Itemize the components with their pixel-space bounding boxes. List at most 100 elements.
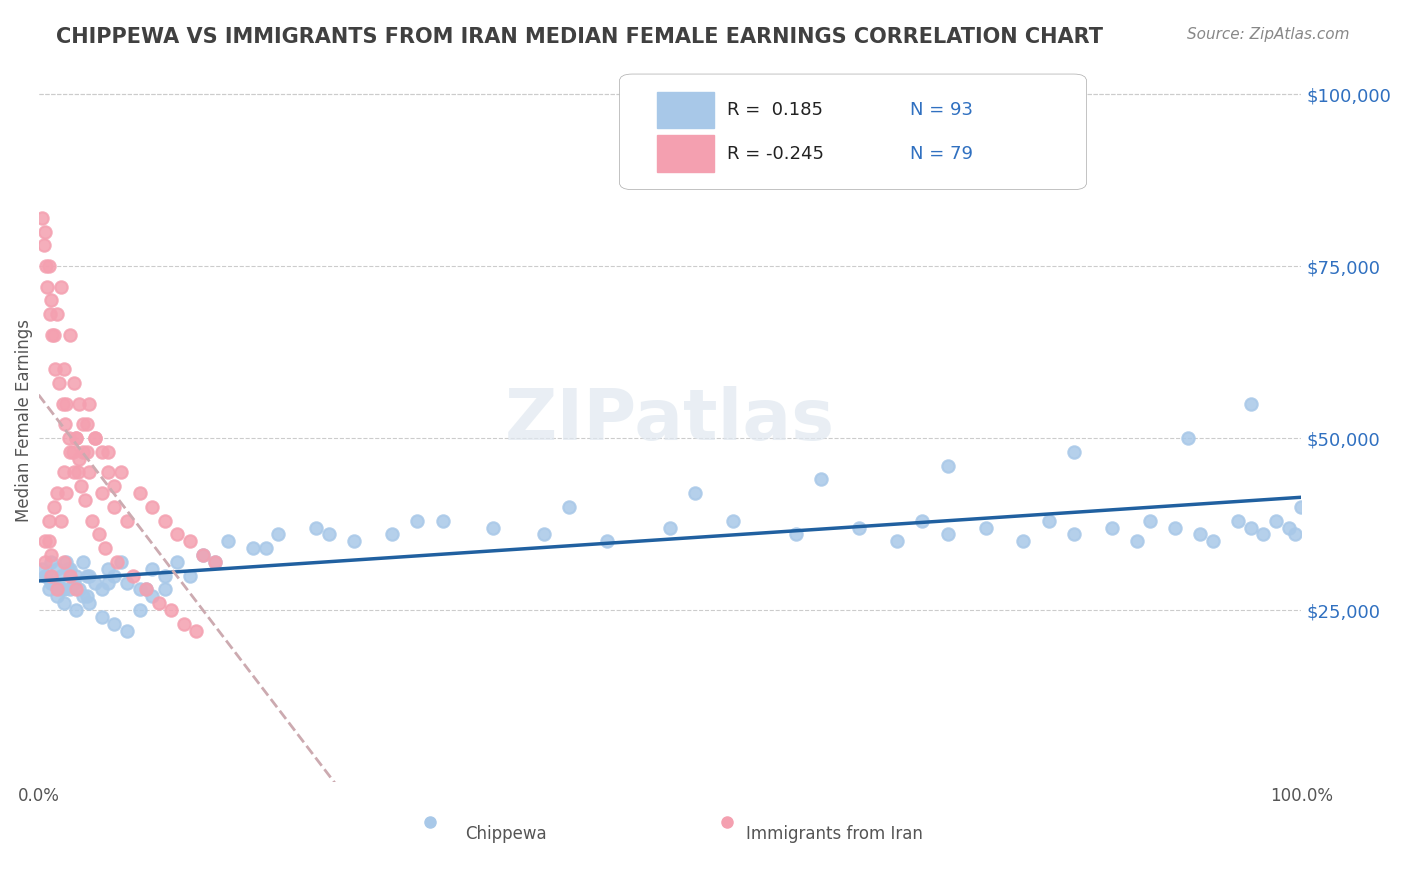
Point [65, 431, 87, 445]
Point [721, 514, 744, 528]
Point [1164, 520, 1187, 534]
Point [72, 555, 94, 569]
Point [1063, 527, 1085, 541]
Point [41, 575, 63, 590]
Point [886, 534, 908, 549]
Point [179, 534, 201, 549]
Point [84, 575, 107, 590]
Point [141, 562, 163, 576]
Point [35, 568, 58, 582]
Point [70, 479, 93, 493]
Point [179, 568, 201, 582]
Point [596, 534, 619, 549]
Point [65, 431, 87, 445]
Point [65, 568, 87, 582]
Point [166, 555, 188, 569]
Point [59, 582, 82, 597]
Point [204, 555, 226, 569]
Point [84, 431, 107, 445]
Point [110, 555, 132, 569]
Point [55, 486, 77, 500]
Point [48, 376, 70, 390]
Point [785, 527, 807, 541]
Point [381, 527, 404, 541]
Point [103, 479, 125, 493]
Point [115, 575, 138, 590]
Point [34, 225, 56, 239]
Text: R = -0.245: R = -0.245 [727, 145, 824, 162]
FancyBboxPatch shape [657, 136, 714, 171]
Point [97, 575, 120, 590]
Point [911, 514, 934, 528]
Point [55, 555, 77, 569]
Point [110, 466, 132, 480]
Point [141, 500, 163, 514]
Point [67, 397, 90, 411]
Point [38, 534, 60, 549]
Point [39, 548, 62, 562]
Point [72, 417, 94, 432]
Text: CHIPPEWA VS IMMIGRANTS FROM IRAN MEDIAN FEMALE EARNINGS CORRELATION CHART: CHIPPEWA VS IMMIGRANTS FROM IRAN MEDIAN … [56, 27, 1104, 46]
Point [31, 211, 53, 225]
Point [166, 527, 188, 541]
Point [558, 500, 581, 514]
Text: Immigrants from Iran: Immigrants from Iran [745, 825, 922, 844]
Point [191, 548, 214, 562]
Point [52, 596, 75, 610]
Point [153, 514, 176, 528]
Point [63, 466, 86, 480]
Point [148, 596, 170, 610]
Point [135, 582, 157, 597]
Point [84, 431, 107, 445]
Point [1227, 514, 1250, 528]
Point [34, 555, 56, 569]
Point [67, 451, 90, 466]
Point [432, 514, 454, 528]
Text: Chippewa: Chippewa [465, 825, 547, 844]
Point [38, 259, 60, 273]
Point [52, 555, 75, 569]
Text: N = 93: N = 93 [910, 101, 973, 120]
Point [59, 568, 82, 582]
Point [1101, 520, 1123, 534]
Y-axis label: Median Female Earnings: Median Female Earnings [15, 319, 32, 523]
Text: N = 79: N = 79 [910, 145, 973, 162]
Point [103, 568, 125, 582]
Point [38, 582, 60, 597]
Point [65, 603, 87, 617]
Text: Source: ZipAtlas.com: Source: ZipAtlas.com [1187, 27, 1350, 42]
Point [242, 541, 264, 556]
Point [59, 445, 82, 459]
Point [38, 514, 60, 528]
Point [52, 582, 75, 597]
Point [34, 534, 56, 549]
Point [135, 582, 157, 597]
Point [97, 562, 120, 576]
Point [51, 397, 73, 411]
Point [39, 555, 62, 569]
Point [75, 493, 97, 508]
Point [974, 520, 997, 534]
Point [56, 562, 79, 576]
Point [31, 562, 53, 576]
Point [80, 514, 103, 528]
Point [46, 590, 69, 604]
Point [53, 417, 76, 432]
Point [1253, 527, 1275, 541]
Point [936, 458, 959, 473]
Text: R =  0.185: R = 0.185 [727, 101, 823, 120]
Point [39, 575, 62, 590]
Point [1265, 514, 1288, 528]
Point [94, 541, 117, 556]
Point [63, 575, 86, 590]
Point [173, 616, 195, 631]
Text: ZIPatlas: ZIPatlas [505, 386, 835, 455]
Point [39, 293, 62, 308]
Point [343, 534, 366, 549]
FancyBboxPatch shape [657, 92, 714, 128]
Point [46, 486, 69, 500]
Point [1063, 445, 1085, 459]
Point [1189, 527, 1212, 541]
Point [128, 603, 150, 617]
Point [55, 397, 77, 411]
